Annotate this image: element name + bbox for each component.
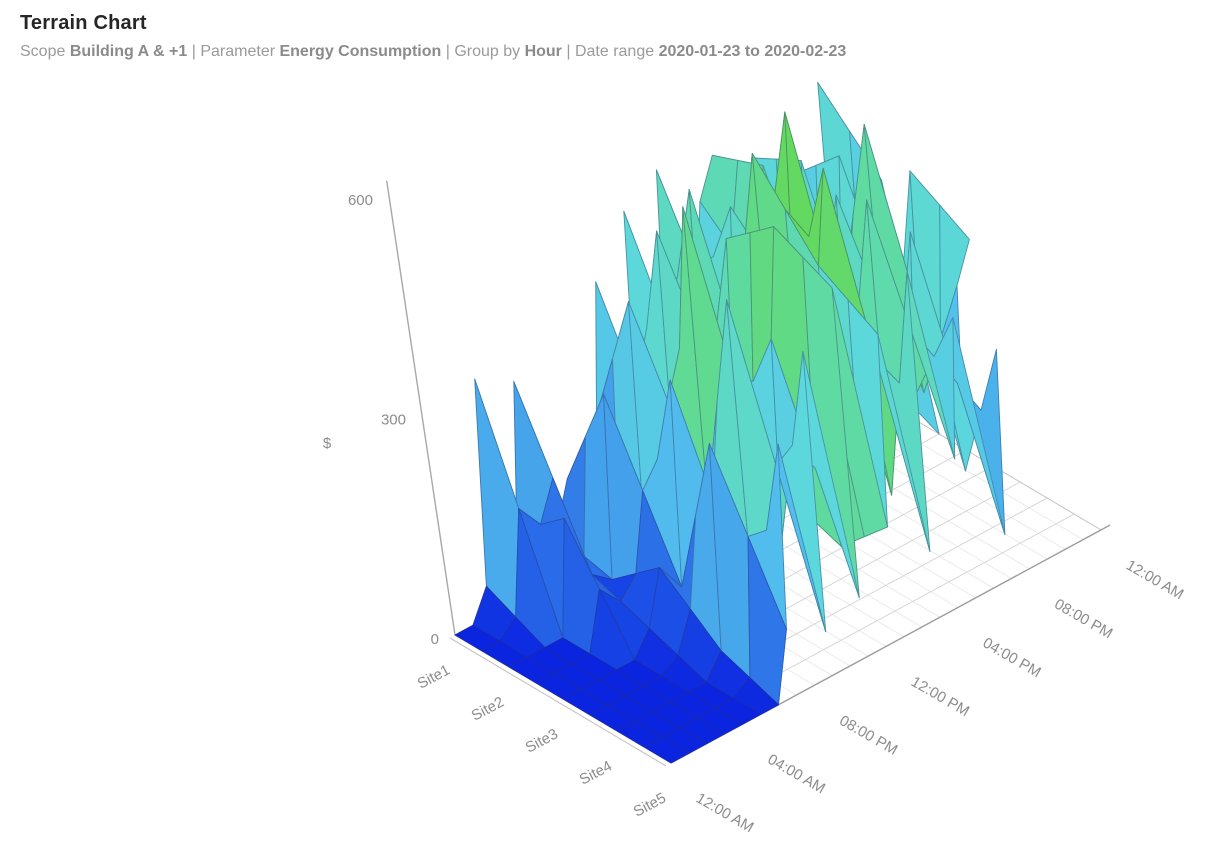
subtitle-parameter-label: | Parameter xyxy=(187,43,280,60)
svg-text:08:00 PM: 08:00 PM xyxy=(836,712,900,759)
subtitle-daterange-label: | Date range xyxy=(561,43,659,60)
svg-text:04:00 PM: 04:00 PM xyxy=(980,634,1044,681)
svg-text:300: 300 xyxy=(381,411,406,428)
subtitle-scope-label: Scope xyxy=(20,43,70,60)
subtitle-scope-value: Building A & +1 xyxy=(69,43,188,60)
chart-subtitle: Scope Building A & +1 | Parameter Energy… xyxy=(20,43,846,61)
terrain-surface xyxy=(454,82,1006,764)
svg-text:Site3: Site3 xyxy=(523,726,561,757)
svg-text:Site1: Site1 xyxy=(415,662,453,693)
subtitle-daterange-value: 2020-01-23 to 2020-02-23 xyxy=(658,43,847,60)
svg-text:12:00 AM: 12:00 AM xyxy=(1123,557,1186,603)
chart-header: Terrain Chart Scope Building A & +1 | Pa… xyxy=(20,12,846,61)
svg-text:04:00 AM: 04:00 AM xyxy=(765,751,828,797)
svg-text:08:00 PM: 08:00 PM xyxy=(1051,596,1115,643)
svg-text:12:00 AM: 12:00 AM xyxy=(693,790,756,836)
svg-text:Site2: Site2 xyxy=(469,694,507,725)
svg-text:0: 0 xyxy=(431,631,439,648)
svg-text:12:00 PM: 12:00 PM xyxy=(908,673,972,720)
page-title: Terrain Chart xyxy=(20,12,147,34)
svg-text:$: $ xyxy=(323,435,332,452)
svg-text:Site4: Site4 xyxy=(577,758,615,789)
subtitle-groupby-value: Hour xyxy=(524,43,562,60)
svg-text:600: 600 xyxy=(348,192,373,209)
svg-text:Site5: Site5 xyxy=(631,790,669,821)
subtitle-groupby-label: | Group by xyxy=(441,43,525,60)
subtitle-parameter-value: Energy Consumption xyxy=(279,43,442,60)
